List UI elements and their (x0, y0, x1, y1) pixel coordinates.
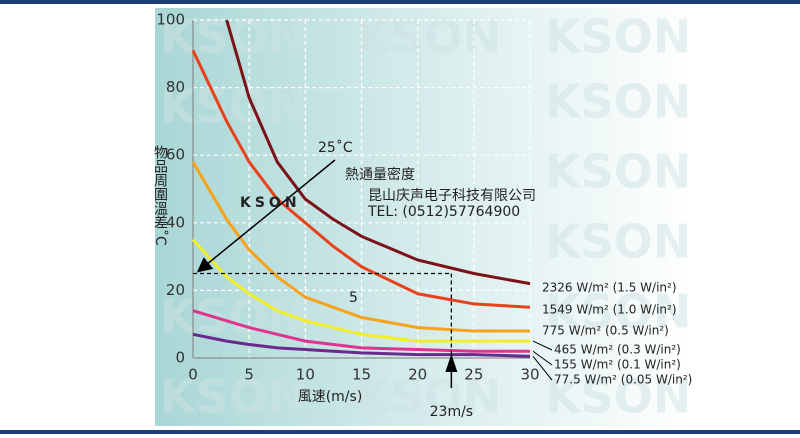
watermark: KSON (545, 145, 691, 199)
watermark: KSON (355, 10, 501, 64)
annotation-arrow (196, 159, 336, 273)
watermark: KSON (355, 370, 501, 424)
bottom-bar (0, 430, 800, 434)
legend-label: 465 W/m² (0.3 W/in²) (554, 343, 681, 357)
x-tick-label: 20 (408, 366, 427, 384)
logo: KSON (240, 195, 301, 211)
y-axis-label: 物品周圍溫差˚C (152, 145, 169, 246)
legend-label: 775 W/m² (0.5 W/in²) (542, 324, 669, 338)
series-line (191, 238, 530, 343)
company-phone: TEL: (0512)57764900 (367, 204, 520, 220)
x-tick-label: 25 (464, 366, 483, 384)
series-line (191, 49, 531, 309)
series-line (191, 161, 530, 333)
company-name: 昆山庆声电子科技有限公司 (368, 188, 536, 204)
y-tick-label: 20 (166, 281, 185, 299)
top-bar (0, 0, 800, 4)
heat-flux-annotation: 熱通量密度 (345, 166, 415, 183)
y-tick-label: 100 (156, 11, 185, 29)
watermark: KSON (545, 285, 691, 339)
watermark: KSON (545, 75, 691, 129)
series-line (225, 19, 531, 286)
y-tick-label: 60 (166, 146, 185, 164)
series-line (192, 332, 531, 358)
series-line (192, 309, 530, 353)
watermark: KSON (545, 10, 691, 64)
x-tick-label: 5 (244, 366, 254, 384)
x-tick-label: 30 (520, 366, 539, 384)
legend-label: 155 W/m² (0.1 W/in²) (554, 358, 681, 372)
y-tick-label: 0 (175, 349, 185, 367)
watermark: KSON (545, 370, 691, 424)
curve-number: 5 (349, 290, 358, 306)
leader-line (532, 340, 553, 351)
chart-background (155, 8, 695, 426)
watermark: KSON (160, 370, 306, 424)
y-tick-label: 80 (166, 78, 185, 96)
x-tick-label: 10 (296, 366, 315, 384)
leader-line (532, 350, 553, 366)
x-tick-label: 15 (352, 366, 371, 384)
arrow-up (445, 354, 458, 372)
watermark: KSON (160, 10, 306, 64)
watermark: KSON (545, 215, 691, 269)
legend-label: 1549 W/m² (1.0 W/in²) (542, 303, 677, 317)
watermark: KSON (160, 80, 306, 134)
legend-label: 77.5 W/m² (0.05 W/in²) (554, 373, 692, 387)
temperature-annotation: 25˚C (318, 139, 353, 156)
legend-label: 2326 W/m² (1.5 W/in²) (542, 281, 677, 295)
x-tick-label: 0 (188, 366, 198, 384)
y-tick-label: 40 (166, 213, 185, 231)
leader-line (532, 355, 553, 381)
speed-annotation: 23m/s (430, 404, 473, 420)
x-axis-label: 風速(m/s) (298, 389, 363, 405)
